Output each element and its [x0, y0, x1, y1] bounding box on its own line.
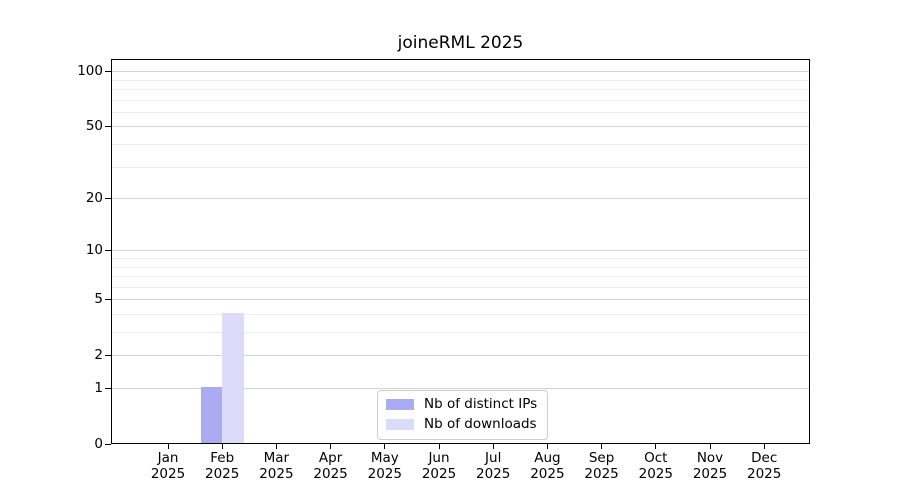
x-tick-label-may: May 2025: [357, 450, 413, 482]
gridline-minor-7: [112, 276, 809, 277]
y-tick-label-2: 2: [94, 347, 103, 363]
gridline-major-100: [112, 71, 809, 72]
legend: Nb of distinct IPs Nb of downloads: [377, 390, 549, 440]
x-tick-jan: [167, 444, 169, 449]
gridline-minor-3: [112, 332, 809, 333]
legend-item-downloads: Nb of downloads: [386, 416, 537, 433]
year-label: 2025: [530, 466, 565, 482]
x-tick-label-jun: Jun 2025: [411, 450, 467, 482]
x-tick-label-apr: Apr 2025: [303, 450, 359, 482]
year-label: 2025: [150, 466, 186, 482]
x-tick-label-mar: Mar 2025: [248, 450, 304, 482]
x-tick-aug: [546, 444, 548, 449]
y-tick-label-50: 50: [85, 118, 103, 134]
month-label: Mar: [263, 450, 290, 466]
y-tick-label-100: 100: [77, 63, 103, 79]
y-tick-label-20: 20: [85, 190, 103, 206]
year-label: 2025: [259, 466, 294, 482]
month-label: Jun: [428, 450, 450, 466]
x-tick-jun: [438, 444, 440, 449]
x-tick-label-oct: Oct 2025: [628, 450, 684, 482]
y-tick-0: [105, 444, 111, 445]
x-tick-mar: [275, 444, 277, 449]
year-label: 2025: [476, 466, 511, 482]
x-tick-sep: [601, 444, 603, 449]
x-tick-oct: [655, 444, 657, 449]
y-tick-label-0: 0: [94, 436, 103, 452]
y-tick-1: [105, 388, 111, 389]
gridline-minor-8: [112, 267, 809, 268]
year-label: 2025: [584, 466, 619, 482]
x-tick-label-feb: Feb 2025: [194, 450, 250, 482]
gridline-minor-6: [112, 287, 809, 288]
gridline-minor-70: [112, 100, 809, 101]
month-label: Aug: [534, 450, 561, 466]
x-tick-may: [384, 444, 386, 449]
month-label: Sep: [588, 450, 615, 466]
year-label: 2025: [692, 466, 728, 482]
legend-swatch-downloads: [386, 419, 414, 430]
y-tick-10: [105, 250, 111, 251]
y-tick-2: [105, 355, 111, 356]
bar-downloads-feb: [222, 313, 244, 443]
y-tick-20: [105, 198, 111, 199]
gridline-major-50: [112, 126, 809, 127]
gridline-minor-90: [112, 80, 809, 81]
legend-label-downloads: Nb of downloads: [424, 416, 537, 432]
year-label: 2025: [638, 466, 673, 482]
y-tick-label-1: 1: [94, 380, 103, 396]
month-label: Jul: [485, 450, 502, 466]
year-label: 2025: [747, 466, 782, 482]
year-label: 2025: [313, 466, 348, 482]
gridline-minor-80: [112, 89, 809, 90]
gridline-minor-9: [112, 258, 809, 259]
x-tick-feb: [221, 444, 223, 449]
year-label: 2025: [367, 466, 402, 482]
x-tick-jul: [492, 444, 494, 449]
y-tick-100: [105, 71, 111, 72]
gridline-major-1: [112, 388, 809, 389]
legend-label-distinct-ips: Nb of distinct IPs: [424, 396, 538, 412]
gridline-minor-30: [112, 167, 809, 168]
gridline-minor-4: [112, 314, 809, 315]
bar-distinct-ips-feb: [200, 387, 223, 443]
y-tick-label-10: 10: [85, 242, 103, 258]
month-label: Dec: [751, 450, 778, 466]
chart-title: joineRML 2025: [397, 33, 524, 53]
month-label: Jan: [157, 450, 179, 466]
y-tick-label-5: 5: [94, 291, 103, 307]
gridline-major-2: [112, 355, 809, 356]
x-tick-label-dec: Dec 2025: [736, 450, 792, 482]
gridline-minor-40: [112, 144, 809, 145]
gridline-major-20: [112, 198, 809, 199]
x-tick-dec: [763, 444, 765, 449]
y-tick-5: [105, 299, 111, 300]
x-tick-label-sep: Sep 2025: [574, 450, 630, 482]
x-tick-apr: [330, 444, 332, 449]
x-tick-label-jul: Jul 2025: [465, 450, 521, 482]
gridline-major-5: [112, 299, 809, 300]
month-label: Apr: [318, 450, 343, 466]
legend-swatch-distinct-ips: [386, 399, 414, 410]
gridline-minor-60: [112, 112, 809, 113]
month-label: Nov: [696, 450, 724, 466]
x-tick-nov: [709, 444, 711, 449]
year-label: 2025: [205, 466, 240, 482]
year-label: 2025: [421, 466, 457, 482]
plot-area: Nb of distinct IPs Nb of downloads: [111, 59, 810, 444]
legend-item-distinct-ips: Nb of distinct IPs: [386, 396, 537, 413]
month-label: Oct: [644, 450, 668, 466]
x-tick-label-aug: Aug 2025: [519, 450, 575, 482]
month-label: Feb: [210, 450, 235, 466]
gridline-major-10: [112, 250, 809, 251]
x-tick-label-jan: Jan 2025: [140, 450, 196, 482]
x-tick-label-nov: Nov 2025: [682, 450, 738, 482]
month-label: May: [370, 450, 399, 466]
y-tick-50: [105, 126, 111, 127]
